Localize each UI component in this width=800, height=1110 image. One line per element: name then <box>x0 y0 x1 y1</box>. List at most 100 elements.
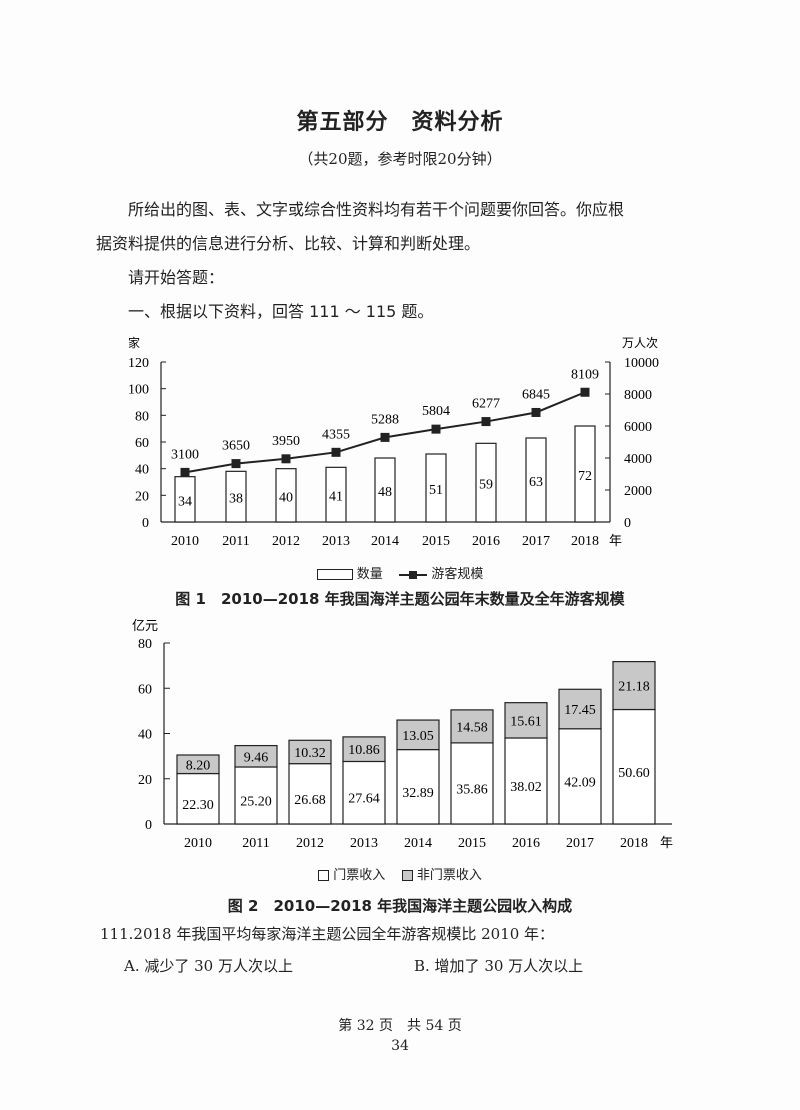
count-bar <box>374 457 396 523</box>
ticket-label: 50.60 <box>618 766 650 781</box>
left-tick-label: 100 <box>128 383 149 398</box>
x-tick-label: 2016 <box>472 534 500 549</box>
x-tick-label: 2013 <box>322 534 350 549</box>
left-tick-label: 40 <box>135 463 149 478</box>
count-bar <box>325 466 347 523</box>
count-label: 48 <box>378 485 392 500</box>
x-suffix: 年 <box>660 835 673 850</box>
nonticket-bar <box>396 719 440 751</box>
ticket-bar <box>504 737 548 825</box>
x-tick-label: 2014 <box>371 534 399 549</box>
visitors-label: 5804 <box>422 404 450 419</box>
right-axis-unit: 万人次 <box>622 336 658 350</box>
count-label: 63 <box>529 475 543 490</box>
left-tick-label: 80 <box>135 409 149 424</box>
visitors-label: 3950 <box>272 434 300 449</box>
chart-1: 家 万人次 0 20 40 60 80 100 120 0 2000 4000 6000 8000 1000… <box>128 335 659 549</box>
count-label: 40 <box>279 490 293 505</box>
count-bar <box>525 437 547 523</box>
x-tick-label: 2011 <box>222 534 249 549</box>
ticket-label: 38.02 <box>510 780 542 795</box>
visitors-marker <box>580 387 590 397</box>
x-tick-label: 2017 <box>522 534 550 549</box>
count-label: 59 <box>479 478 493 493</box>
visitors-marker <box>281 454 291 464</box>
count-bar <box>425 453 447 523</box>
visitors-marker <box>531 407 541 417</box>
right-tick-label: 4000 <box>624 452 652 467</box>
left-tick-label: 120 <box>128 356 149 371</box>
bar-swatch-icon <box>316 569 353 580</box>
ticket-label: 32.89 <box>402 786 434 801</box>
x-tick-label: 2011 <box>242 836 269 851</box>
right-tick-label: 10000 <box>624 356 659 371</box>
count-label: 41 <box>329 490 343 505</box>
count-bar <box>225 470 247 523</box>
y-tick-label: 80 <box>138 637 152 652</box>
visitors-marker <box>481 417 491 427</box>
nonticket-label: 15.61 <box>510 714 542 729</box>
visitors-label: 3650 <box>222 439 250 454</box>
legend-count: 数量 <box>356 567 383 582</box>
count-label: 51 <box>429 483 443 498</box>
ticket-swatch-icon <box>318 870 330 881</box>
chart-1-caption: 图 1 2010—2018 年我国海洋主题公园年末数量及全年游客规模 <box>175 590 625 608</box>
ticket-bar <box>558 728 602 825</box>
left-tick-label: 20 <box>135 489 149 504</box>
x-tick-label: 2016 <box>512 836 540 851</box>
x-tick-label: 2014 <box>404 836 432 851</box>
x-tick-label: 2012 <box>272 534 300 549</box>
option-b[interactable]: B. 增加了 30 万人次以上 <box>414 957 584 975</box>
nonticket-label: 13.05 <box>402 729 434 744</box>
ticket-bar <box>342 760 386 825</box>
section-heading: 一、根据以下资料，回答 111 ～ 115 题。 <box>128 302 434 321</box>
nonticket-bar <box>288 739 332 765</box>
option-a[interactable]: A. 减少了 30 万人次以上 <box>124 957 293 975</box>
ticket-label: 35.86 <box>456 782 488 797</box>
right-tick-label: 6000 <box>624 420 652 435</box>
count-label: 72 <box>578 469 592 484</box>
count-bar <box>574 425 596 523</box>
legend-nonticket: 非门票收入 <box>416 868 482 883</box>
count-bar <box>275 468 297 523</box>
right-tick-label: 2000 <box>624 484 652 499</box>
nonticket-label: 8.20 <box>186 758 211 773</box>
nonticket-bar <box>558 688 602 730</box>
nonticket-bar <box>234 744 278 768</box>
nonticket-label: 10.86 <box>348 743 380 758</box>
x-tick-label: 2015 <box>458 836 486 851</box>
chart-2-legend: 门票收入 非门票收入 <box>0 864 800 883</box>
ticket-label: 25.20 <box>240 794 272 809</box>
ticket-bar <box>612 708 656 825</box>
nonticket-bar <box>450 709 494 744</box>
x-tick-label: 2013 <box>350 836 378 851</box>
y-tick-label: 40 <box>138 728 152 743</box>
visitors-marker <box>380 432 390 442</box>
chart-2: 亿元 0 20 40 60 80 22.30 8.20 25.20 9.46 26.68 10.32 2… <box>132 618 673 851</box>
visitors-label: 5288 <box>371 412 399 427</box>
intro-line-1: 所给出的图、表、文字或综合性资料均有若干个问题要你回答。你应根 <box>128 200 625 219</box>
nonticket-label: 21.18 <box>618 680 650 695</box>
nonticket-bar <box>504 702 548 739</box>
x-tick-label: 2010 <box>171 534 199 549</box>
y-tick-label: 20 <box>138 773 152 788</box>
nonticket-label: 10.32 <box>294 746 326 761</box>
count-label: 34 <box>178 494 192 509</box>
left-axis-unit: 家 <box>128 335 140 350</box>
chart-1-legend: 数量 游客规模 <box>0 563 800 582</box>
y-tick-label: 0 <box>145 818 152 833</box>
section-subtitle: （共20题，参考时限20分钟） <box>298 150 502 168</box>
page-number: 34 <box>391 1038 409 1054</box>
ticket-label: 22.30 <box>182 798 214 813</box>
visitors-label: 6277 <box>472 397 500 412</box>
page-info: 第 32 页 共 54 页 <box>338 1018 462 1034</box>
visitors-label: 8109 <box>571 367 599 382</box>
nonticket-bar <box>342 736 386 763</box>
count-bar <box>475 442 497 523</box>
ticket-label: 27.64 <box>348 792 380 807</box>
x-suffix: 年 <box>609 533 622 548</box>
x-tick-label: 2018 <box>571 534 599 549</box>
y-tick-label: 60 <box>138 682 152 697</box>
x-tick-label: 2012 <box>296 836 324 851</box>
x-tick-label: 2010 <box>184 836 212 851</box>
